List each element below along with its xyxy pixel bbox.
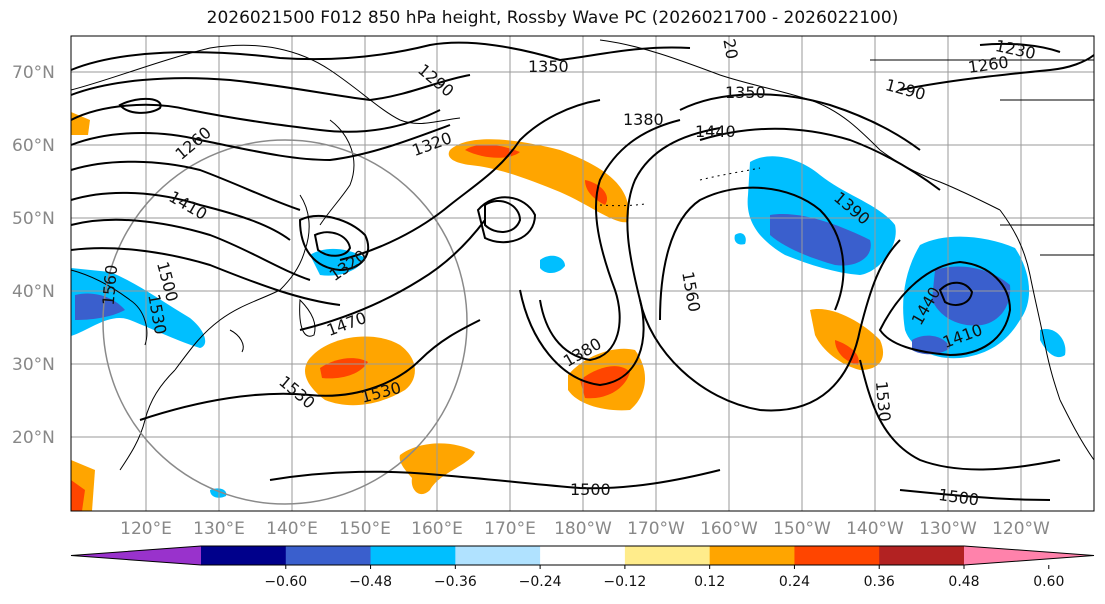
colorbar-swatch [285, 546, 372, 565]
contour-label: 20 [719, 37, 741, 60]
lon-label: 120°W [992, 519, 1050, 539]
negative-anomaly-core [912, 335, 950, 355]
positive-anomaly-core [585, 180, 608, 205]
lat-label: 20°N [12, 428, 55, 448]
colorbar-swatch [794, 546, 880, 565]
positive-anomaly-corner [71, 480, 85, 511]
lat-label: 70°N [12, 63, 55, 83]
colorbar-tick-label: −0.24 [519, 574, 562, 590]
colorbar-tick-label: −0.48 [349, 574, 392, 590]
colorbar-swatch [455, 546, 541, 565]
lon-label: 150°E [339, 519, 391, 539]
colorbar-swatch [624, 546, 711, 565]
lon-label: 170°E [484, 519, 536, 539]
positive-anomaly-core [465, 144, 520, 158]
colorbar-swatch [879, 546, 965, 565]
lon-label: 170°W [627, 519, 685, 539]
colorbar-extend-low [71, 546, 201, 565]
negative-anomaly-small [1040, 329, 1066, 358]
contour-label: 1380 [623, 110, 664, 129]
colorbar-swatch [201, 546, 287, 565]
lon-label: 150°W [773, 519, 831, 539]
positive-anomaly-core [835, 340, 859, 365]
lat-label: 30°N [12, 355, 55, 375]
colorbar-swatch [370, 546, 456, 565]
latitude-labels: 70°N 60°N 50°N 40°N 30°N 20°N [12, 63, 55, 448]
lon-label: 160°W [700, 519, 758, 539]
colorbar-tick-label: 0.12 [694, 574, 725, 590]
positive-anomaly-core [320, 358, 368, 379]
height-contours [70, 41, 1095, 501]
lon-label: 120°E [120, 519, 172, 539]
positive-anomaly-subtropic [305, 336, 415, 406]
lon-label: 140°E [266, 519, 318, 539]
contour-label: 1560 [99, 264, 121, 306]
lon-label: 130°E [193, 519, 245, 539]
contour-label: 1500 [570, 480, 611, 499]
lon-label: 130°W [919, 519, 977, 539]
positive-anomaly-east [810, 309, 884, 370]
contour-label: 1350 [528, 57, 569, 76]
colorbar-extend-high [964, 546, 1094, 565]
colorbar-tick-label: −0.12 [603, 574, 646, 590]
colorbar-tick-label: 0.48 [948, 574, 979, 590]
colorbar-outline [70, 545, 1095, 566]
colorbar-tick-label: −0.60 [264, 574, 307, 590]
map-area[interactable]: 1350 1290 1260 1320 1350 1380 1440 1290 … [70, 35, 1095, 512]
map-title: 2026021500 F012 850 hPa height, Rossby W… [206, 8, 899, 28]
graticule [71, 36, 1094, 511]
reference-circle [102, 139, 468, 505]
positive-anomaly-alaska-gulf [448, 139, 629, 223]
colorbar-tick-label: 0.24 [779, 574, 810, 590]
negative-anomaly-core [770, 214, 871, 266]
lon-label: 160°E [411, 519, 463, 539]
negative-anomaly-small [210, 488, 227, 498]
colorbar-tick-label: 0.36 [864, 574, 895, 590]
contour-label: 1530 [872, 380, 894, 422]
colorbar-tick-label: −0.36 [434, 574, 477, 590]
lat-label: 40°N [12, 282, 55, 302]
contour-label: 1350 [725, 83, 766, 102]
positive-anomaly-core [580, 366, 630, 399]
lat-label: 50°N [12, 209, 55, 229]
colorbar: −0.60 −0.48 −0.36 −0.24 −0.12 0.12 0.24 0.36 0.4… [70, 545, 1095, 590]
colorbar-swatch [540, 546, 626, 565]
longitude-labels: 120°E 130°E 140°E 150°E 160°E 170°E 180°… [120, 519, 1050, 539]
negative-anomaly-core [75, 293, 125, 320]
negative-anomaly-small [734, 233, 746, 245]
lon-label: 180°W [554, 519, 612, 539]
colorbar-swatch [709, 546, 795, 565]
negative-anomaly-small [540, 255, 565, 274]
lat-label: 60°N [12, 136, 55, 156]
colorbar-tick-label: 0.60 [1033, 574, 1064, 590]
lon-label: 140°W [846, 519, 904, 539]
contour-label: 1440 [695, 122, 736, 141]
